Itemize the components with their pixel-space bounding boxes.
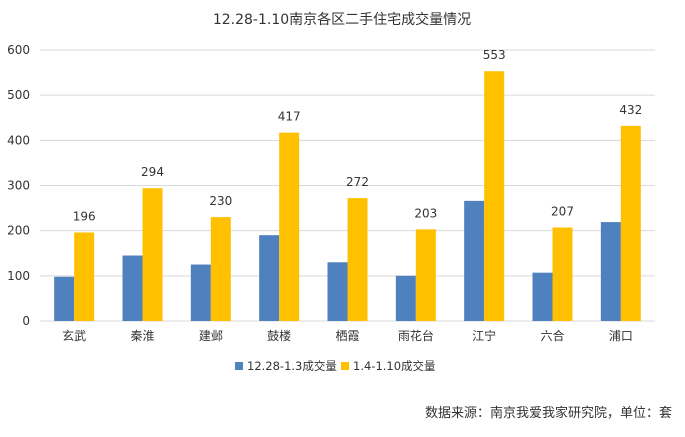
footer-source: 数据来源：南京我爱我家研究院，单位：套 — [425, 405, 672, 421]
x-tick-label: 秦淮 — [130, 329, 154, 343]
y-tick-label: 200 — [7, 224, 30, 238]
data-label: 432 — [619, 103, 642, 117]
legend-label: 12.28-1.3成交量 — [247, 359, 337, 373]
x-tick-label: 玄武 — [62, 328, 86, 343]
x-tick-label: 鼓楼 — [267, 328, 291, 343]
bar-second-period — [484, 71, 505, 321]
chart-title: 12.28-1.10南京各区二手住宅成交量情况 — [213, 11, 471, 28]
data-label: 417 — [278, 110, 301, 124]
y-tick-label: 500 — [7, 88, 30, 102]
legend-label: 1.4-1.10成交量 — [353, 359, 436, 373]
bar-second-period — [210, 217, 231, 321]
data-label: 294 — [141, 165, 164, 179]
y-tick-label: 0 — [22, 314, 30, 328]
bar-second-period — [74, 232, 95, 321]
bar-first-period — [259, 235, 280, 321]
y-tick-label: 400 — [7, 133, 30, 147]
x-tick-label: 六合 — [540, 328, 564, 343]
x-tick-label: 建邺 — [199, 329, 223, 343]
data-label: 196 — [73, 209, 96, 223]
bar-second-period — [415, 229, 436, 321]
x-tick-label: 浦口 — [609, 329, 633, 343]
legend-swatch — [235, 362, 243, 370]
y-tick-label: 600 — [7, 43, 30, 57]
bar-first-period — [122, 255, 143, 321]
data-label: 207 — [551, 205, 574, 219]
bar-second-period — [620, 125, 641, 321]
bar-second-period — [552, 227, 573, 321]
x-tick-label: 栖霞 — [335, 328, 359, 343]
x-tick-label: 江宁 — [472, 328, 496, 343]
y-tick-label: 100 — [7, 269, 30, 283]
bar-second-period — [279, 132, 300, 321]
y-tick-label: 300 — [7, 179, 30, 193]
data-label: 203 — [414, 206, 437, 220]
bar-first-period — [54, 276, 75, 321]
legend: 12.28-1.3成交量 1.4-1.10成交量 — [235, 359, 436, 373]
bar-first-period — [327, 262, 348, 321]
bar-first-period — [464, 200, 485, 321]
data-label: 553 — [483, 48, 506, 62]
x-tick-label: 雨花台 — [398, 328, 434, 343]
bar-first-period — [395, 275, 416, 321]
bar-second-period — [142, 188, 163, 321]
bar-first-period — [190, 264, 211, 321]
data-label: 230 — [209, 194, 232, 208]
bar-second-period — [347, 198, 368, 321]
bar-first-period — [532, 272, 553, 321]
data-label: 272 — [346, 175, 369, 189]
legend-swatch — [341, 362, 349, 370]
bar-first-period — [600, 222, 621, 321]
